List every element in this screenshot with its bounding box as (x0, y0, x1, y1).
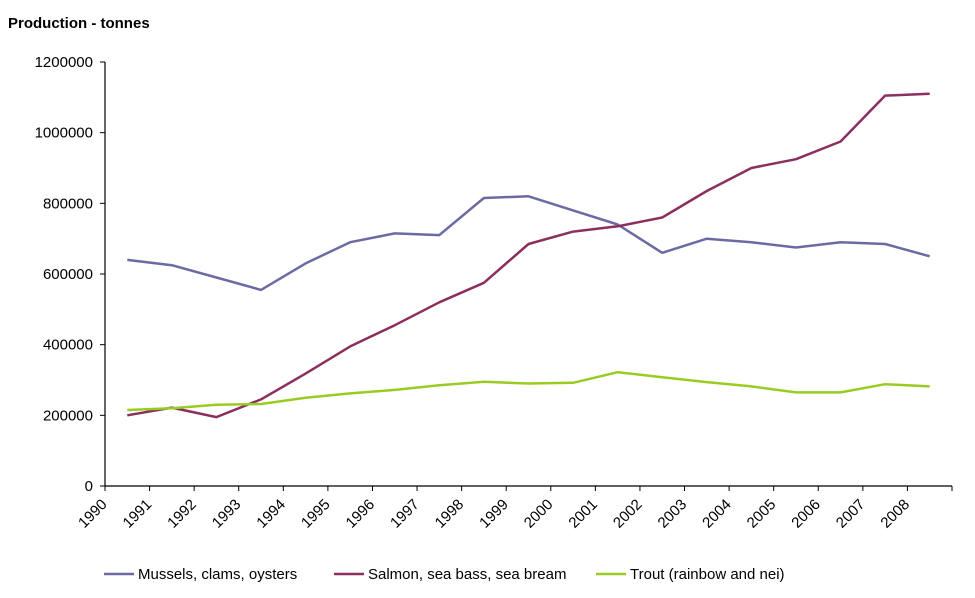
x-tick-label: 1998 (432, 496, 468, 532)
x-tick-label: 1993 (209, 496, 245, 532)
x-tick-label: 2008 (877, 496, 913, 532)
x-ticks: 1990 1991 1992 1993 1994 1995 1996 1997 1998 1999… (75, 486, 953, 532)
y-tick-label: 200000 (43, 407, 93, 424)
x-tick-label: 2001 (565, 496, 601, 532)
y-axis-title: Production - tonnes (8, 15, 150, 32)
y-tick-label: 400000 (43, 337, 93, 354)
series-line-3 (127, 370, 930, 412)
x-tick-label: 2006 (788, 496, 824, 532)
x-tick-label: 1991 (120, 496, 156, 532)
y-ticks: 0 200000 400000 600000 800000 1000000 1200000 (35, 54, 105, 495)
x-tick-label: 2005 (744, 496, 780, 532)
y-tick-label: 800000 (43, 195, 93, 212)
x-tick-label: 2002 (610, 496, 646, 532)
y-tick-label: 1200000 (35, 54, 93, 71)
legend-label: Trout (rainbow and nei) (630, 566, 785, 583)
x-tick-label: 2000 (521, 496, 557, 532)
y-tick-label: 0 (85, 478, 93, 495)
x-tick-label: 2004 (699, 496, 735, 532)
x-tick-label: 1996 (343, 496, 379, 532)
y-tick-label: 1000000 (35, 125, 93, 142)
series-line-2 (127, 92, 930, 419)
x-tick-label: 1997 (387, 496, 423, 532)
x-tick-label: 2003 (655, 496, 691, 532)
legend-label: Mussels, clams, oysters (138, 566, 297, 583)
x-tick-label: 1990 (75, 496, 111, 532)
axes (104, 62, 952, 487)
x-tick-label: 1995 (298, 496, 334, 532)
x-tick-label: 1992 (164, 496, 200, 532)
series-lines (127, 92, 931, 419)
legend: Mussels, clams, oysters Salmon, sea bass,… (104, 566, 785, 583)
y-tick-label: 600000 (43, 266, 93, 283)
series-line-1 (127, 195, 931, 292)
x-tick-label: 1994 (253, 496, 289, 532)
x-tick-label: 1999 (476, 496, 512, 532)
legend-label: Salmon, sea bass, sea bream (368, 566, 566, 583)
x-tick-label: 2007 (833, 496, 869, 532)
